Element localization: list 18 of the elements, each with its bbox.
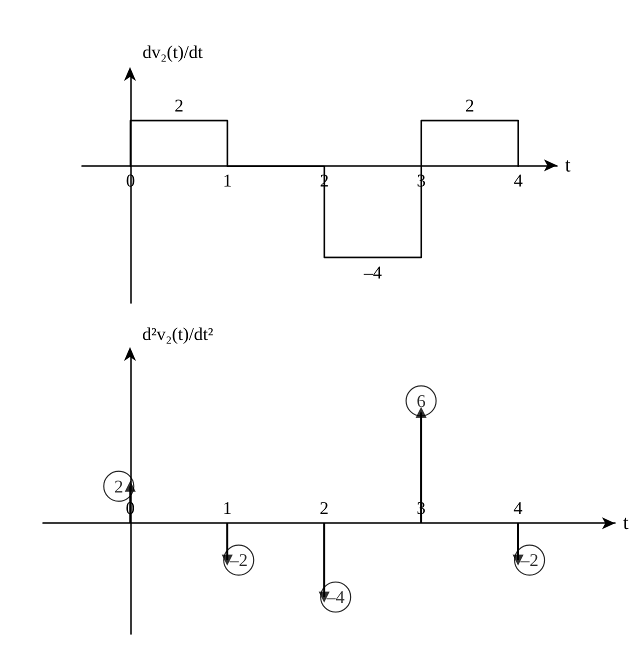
data-label: –4 bbox=[362, 262, 382, 282]
x-tick-label: 4 bbox=[514, 498, 523, 518]
y-axis-title: d²v₂(t)/dt² bbox=[142, 324, 214, 344]
x-tick-label: 4 bbox=[514, 170, 523, 190]
data-label: 2 bbox=[465, 96, 474, 116]
x-axis-title: t bbox=[565, 154, 571, 176]
data-label: 6 bbox=[416, 390, 426, 411]
point bbox=[124, 480, 136, 492]
x-tick-label: 1 bbox=[222, 498, 232, 518]
data-label: 2 bbox=[174, 96, 184, 116]
data-label: 2 bbox=[114, 476, 124, 496]
data-label: –2 bbox=[228, 550, 248, 570]
data-label: –2 bbox=[520, 550, 539, 570]
y-axis-title: dv₂(t)/dt bbox=[142, 42, 203, 62]
x-tick-label: 2 bbox=[320, 498, 329, 518]
x-tick-label: 1 bbox=[222, 170, 232, 190]
x-axis-title: t bbox=[623, 512, 629, 534]
data-label: –4 bbox=[326, 587, 345, 608]
